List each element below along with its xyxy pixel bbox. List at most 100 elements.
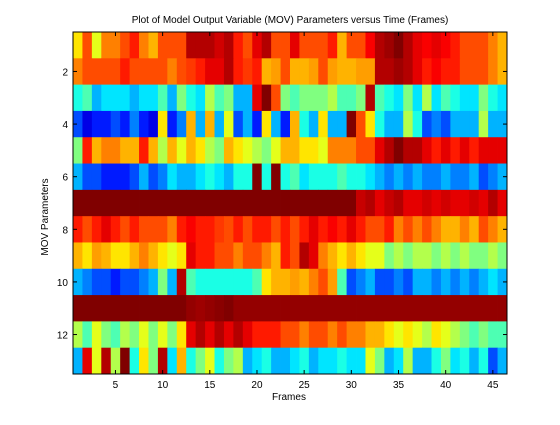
heatmap-cell xyxy=(205,189,215,217)
heatmap-cell xyxy=(365,32,376,59)
heatmap-cell xyxy=(374,347,385,375)
y-tick-label: 6 xyxy=(62,173,68,184)
heatmap-cell xyxy=(214,295,225,322)
heatmap-cell xyxy=(195,321,206,349)
heatmap-cell xyxy=(488,163,498,191)
heatmap-cell xyxy=(497,216,508,243)
heatmap-cell xyxy=(139,84,149,112)
heatmap-cell xyxy=(82,32,93,59)
heatmap-cell xyxy=(469,216,480,243)
heatmap-cell xyxy=(148,32,159,59)
heatmap-cell xyxy=(497,137,508,164)
heatmap-cell xyxy=(308,268,319,296)
heatmap-cell xyxy=(242,242,253,270)
heatmap-cell xyxy=(148,321,159,349)
heatmap-cell xyxy=(393,189,404,217)
heatmap-cell xyxy=(223,110,234,138)
heatmap-cell xyxy=(346,321,357,349)
heatmap-cell xyxy=(478,189,489,217)
heatmap-cell xyxy=(327,216,338,243)
heatmap-cell xyxy=(346,163,357,191)
heatmap-cell xyxy=(82,347,93,375)
heatmap-cell xyxy=(73,58,83,86)
heatmap-cell xyxy=(384,58,395,86)
heatmap-cell xyxy=(129,58,140,86)
heatmap-cell xyxy=(299,347,310,375)
heatmap-cell xyxy=(384,84,395,112)
heatmap-cell xyxy=(431,84,442,112)
heatmap-cell xyxy=(431,58,442,86)
heatmap-cell xyxy=(290,321,300,349)
heatmap-cell xyxy=(110,84,121,112)
heatmap-cell xyxy=(252,321,263,349)
heatmap-cell xyxy=(129,321,140,349)
heatmap-cell xyxy=(488,137,498,164)
heatmap-cell xyxy=(488,110,498,138)
heatmap-cell xyxy=(497,163,508,191)
heatmap-cell xyxy=(299,110,310,138)
heatmap-cell xyxy=(374,189,385,217)
heatmap-cell xyxy=(459,242,470,270)
heatmap-cell xyxy=(393,268,404,296)
heatmap-cell xyxy=(384,189,395,217)
heatmap-cell xyxy=(478,137,489,164)
heatmap-cell xyxy=(223,347,234,375)
heatmap-cell xyxy=(252,347,263,375)
heatmap-cell xyxy=(271,268,281,296)
heatmap-cell xyxy=(148,84,159,112)
x-tick-label: 25 xyxy=(299,380,311,391)
heatmap-cell xyxy=(167,32,178,59)
heatmap-cell xyxy=(176,295,187,322)
heatmap-cell xyxy=(120,163,130,191)
heatmap-cell xyxy=(82,58,93,86)
heatmap-cell xyxy=(242,347,253,375)
heatmap-cell xyxy=(176,189,187,217)
heatmap-cell xyxy=(356,295,366,322)
heatmap-cell xyxy=(497,268,508,296)
heatmap-cell xyxy=(167,347,178,375)
heatmap-cell xyxy=(242,216,253,243)
heatmap-cell xyxy=(214,163,225,191)
heatmap-cell xyxy=(186,163,197,191)
heatmap-cell xyxy=(148,110,159,138)
heatmap-cell xyxy=(318,295,329,322)
heatmap-cell xyxy=(129,189,140,217)
heatmap-cell xyxy=(422,189,432,217)
heatmap-cell xyxy=(233,295,244,322)
heatmap-cell xyxy=(318,58,329,86)
heatmap-cell xyxy=(205,216,215,243)
heatmap-cell xyxy=(356,268,366,296)
heatmap-cell xyxy=(431,163,442,191)
heatmap-cell xyxy=(393,347,404,375)
heatmap-cell xyxy=(365,216,376,243)
heatmap-cell xyxy=(139,32,149,59)
heatmap-cell xyxy=(233,189,244,217)
heatmap-cell xyxy=(422,110,432,138)
heatmap-cell xyxy=(422,347,432,375)
heatmap-cell xyxy=(195,216,206,243)
heatmap-cell xyxy=(120,32,130,59)
heatmap-cell xyxy=(186,58,197,86)
heatmap-cell xyxy=(365,295,376,322)
heatmap-cell xyxy=(488,321,498,349)
heatmap-cell xyxy=(91,268,102,296)
heatmap-cell xyxy=(252,189,263,217)
heatmap-cell xyxy=(205,268,215,296)
heatmap-cell xyxy=(431,189,442,217)
heatmap-cell xyxy=(393,216,404,243)
heatmap-cell xyxy=(346,242,357,270)
heatmap-cell xyxy=(327,32,338,59)
heatmap-cell xyxy=(139,295,149,322)
heatmap-cell xyxy=(488,32,498,59)
heatmap-cell xyxy=(176,347,187,375)
heatmap-cell xyxy=(73,268,83,296)
heatmap-cell xyxy=(403,347,414,375)
heatmap-cell xyxy=(450,321,461,349)
heatmap-cell xyxy=(148,347,159,375)
heatmap-cell xyxy=(478,295,489,322)
heatmap-cell xyxy=(252,110,263,138)
heatmap-cell xyxy=(365,268,376,296)
heatmap-cell xyxy=(223,268,234,296)
heatmap-cell xyxy=(233,242,244,270)
heatmap-cell xyxy=(261,110,272,138)
